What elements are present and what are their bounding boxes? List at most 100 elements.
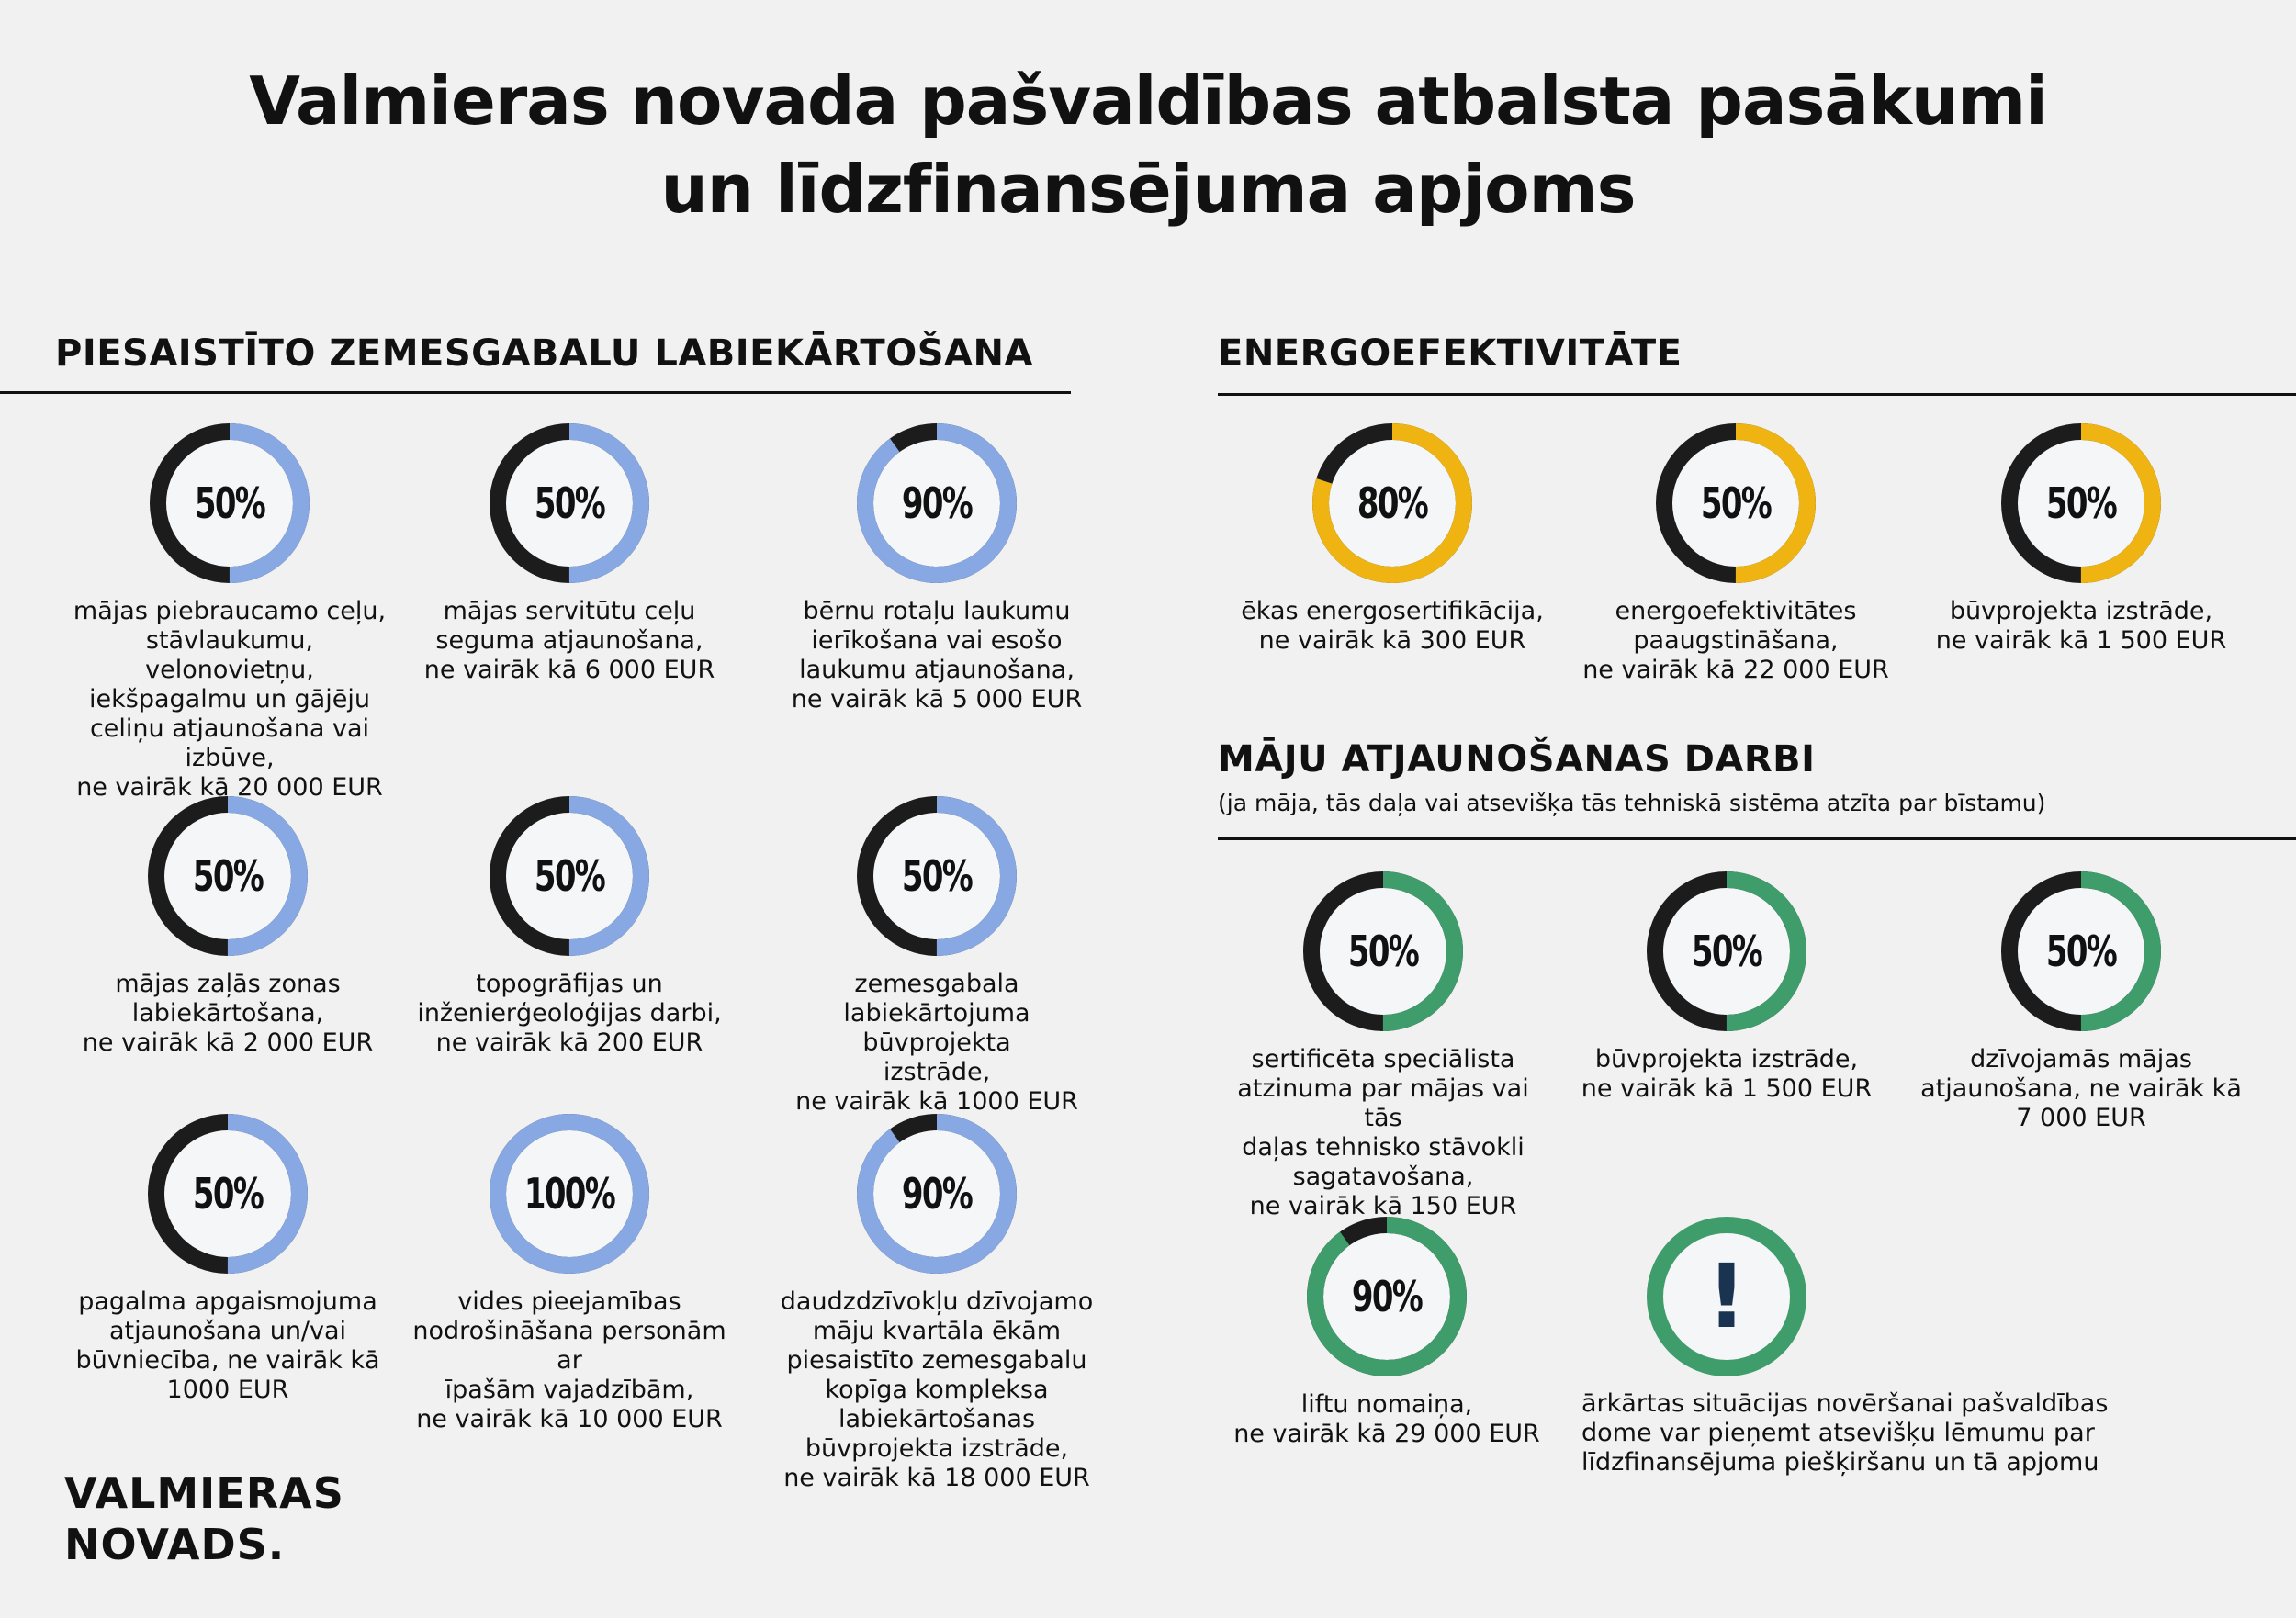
progress-ring-fill <box>2001 871 2161 1031</box>
progress-ring-graphic <box>2001 423 2161 583</box>
progress-ring: 50% <box>1998 421 2164 586</box>
energy-item: 80% ēkas energosertifikācija, ne vairāk k… <box>1227 421 1558 656</box>
item-description: būvprojekta izstrāde, ne vairāk kā 1 500… <box>1581 1045 1873 1103</box>
progress-ring-graphic <box>1647 871 1806 1031</box>
item-description: sertificēta speciālista atzinuma par māj… <box>1237 1045 1529 1220</box>
progress-ring: 90% <box>1304 1214 1469 1379</box>
renovation-item: 50% sertificēta speciālista atzinuma par … <box>1218 869 1548 1221</box>
item-description: mājas zaļās zonas labiekārtošana, ne vai… <box>82 970 374 1057</box>
item-description: vides pieejamības nodrošināšana personām… <box>412 1287 726 1433</box>
left-item: 90% daudzdzīvokļu dzīvojamo māju kvartāla… <box>771 1111 1102 1493</box>
left-item: 50% mājas servitūtu ceļu seguma atjaunoša… <box>404 421 735 685</box>
progress-ring: 50% <box>147 421 312 586</box>
progress-ring: 50% <box>145 793 310 959</box>
percentage-label: 50% <box>192 1169 264 1219</box>
item-description: liftu nomaiņa, ne vairāk kā 29 000 EUR <box>1233 1390 1540 1448</box>
progress-ring-fill <box>1303 871 1463 1031</box>
progress-ring-graphic <box>148 1114 308 1274</box>
renovation-item: 50% būvprojekta izstrāde, ne vairāk kā 1 … <box>1561 869 1892 1104</box>
progress-ring-fill <box>490 796 649 956</box>
left-item: 90% bērnu rotaļu laukumu ierīkošana vai e… <box>771 421 1102 714</box>
progress-ring-graphic <box>148 796 308 956</box>
progress-ring: 50% <box>1653 421 1818 586</box>
progress-ring-graphic <box>1312 423 1472 583</box>
percentage-label: 90% <box>1351 1272 1424 1321</box>
section-subheading-renovation: (ja māja, tās daļa vai atsevišķa tās teh… <box>1218 790 2046 816</box>
progress-ring: 50% <box>487 421 652 586</box>
left-item: 50% mājas zaļās zonas labiekārtošana, ne … <box>62 793 393 1058</box>
left-item: 50% mājas piebraucamo ceļu, stāvlaukumu, … <box>64 421 395 803</box>
section-divider-energy <box>1218 393 2296 396</box>
percentage-label: 50% <box>901 851 974 901</box>
alert-ring-graphic <box>1647 1217 1806 1376</box>
progress-ring: 80% <box>1310 421 1475 586</box>
energy-item: 50% energoefektivitātes paaugstināšana, n… <box>1570 421 1901 685</box>
valmieras-novads-logo: VALMIERAS NOVADS. <box>64 1468 344 1569</box>
section-heading-renovation: MĀJU ATJAUNOŠANAS DARBI <box>1218 738 1816 781</box>
item-description: ēkas energosertifikācija, ne vairāk kā 3… <box>1241 597 1544 655</box>
progress-ring: 50% <box>854 793 1019 959</box>
page-title-line2: un līdzfinansējuma apjoms <box>660 151 1637 228</box>
percentage-label: 50% <box>1347 927 1420 976</box>
progress-ring-fill <box>857 1114 1017 1274</box>
progress-ring-fill <box>1656 423 1816 583</box>
progress-ring-fill <box>150 423 310 583</box>
item-description: bērnu rotaļu laukumu ierīkošana vai esoš… <box>791 597 1083 713</box>
percentage-label: 90% <box>901 1169 974 1219</box>
item-description: mājas servitūtu ceļu seguma atjaunošana,… <box>423 597 715 684</box>
left-item: 50% pagalma apgaismojuma atjaunošana un/v… <box>62 1111 393 1405</box>
section-heading-land: PIESAISTĪTO ZEMESGABALU LABIEKĀRTOŠANA <box>55 332 1033 375</box>
progress-ring-fill <box>148 796 308 956</box>
percentage-label: 50% <box>1691 927 1763 976</box>
progress-ring-graphic <box>150 423 310 583</box>
percentage-label: 80% <box>1356 478 1429 528</box>
alert-ring: ! <box>1644 1214 1809 1379</box>
progress-ring: 50% <box>145 1111 310 1276</box>
progress-ring-graphic <box>857 796 1017 956</box>
item-description: zemesgabala labiekārtojuma būvprojekta i… <box>795 970 1078 1116</box>
progress-ring: 50% <box>1998 869 2164 1034</box>
progress-ring: 90% <box>854 421 1019 586</box>
progress-ring-graphic <box>490 796 649 956</box>
item-description: dzīvojamās mājas atjaunošana, ne vairāk … <box>1920 1045 2242 1132</box>
percentage-label: 50% <box>192 851 264 901</box>
alert-description: ārkārtas situācijas novēršanai pašvaldīb… <box>1581 1389 2109 1477</box>
percentage-label: 50% <box>534 851 606 901</box>
item-description: būvprojekta izstrāde, ne vairāk kā 1 500… <box>1935 597 2227 655</box>
progress-ring: 100% <box>487 1111 652 1276</box>
section-divider-land <box>0 391 1071 394</box>
progress-ring: 50% <box>1300 869 1466 1034</box>
progress-ring-graphic <box>490 423 649 583</box>
percentage-label: 50% <box>1700 478 1773 528</box>
progress-ring-fill <box>1307 1217 1467 1376</box>
item-description: daudzdzīvokļu dzīvojamo māju kvartāla ēk… <box>780 1287 1094 1492</box>
percentage-label: 50% <box>2045 478 2118 528</box>
renovation-item: 50% dzīvojamās mājas atjaunošana, ne vair… <box>1916 869 2246 1133</box>
page-title: Valmieras novada pašvaldības atbalsta pa… <box>0 57 2296 233</box>
progress-ring-fill <box>2001 423 2161 583</box>
renovation-item: 90% liftu nomaiņa, ne vairāk kā 29 000 EU… <box>1221 1214 1552 1449</box>
progress-ring: 90% <box>854 1111 1019 1276</box>
progress-ring: 50% <box>1644 869 1809 1034</box>
progress-ring-fill <box>490 423 649 583</box>
left-item: 50% zemesgabala labiekārtojuma būvprojekt… <box>771 793 1102 1117</box>
page-title-line1: Valmieras novada pašvaldības atbalsta pa… <box>249 62 2048 140</box>
progress-ring-graphic <box>1656 423 1816 583</box>
item-description: pagalma apgaismojuma atjaunošana un/vai … <box>75 1287 380 1404</box>
item-description: topogrāfijas un inženierģeoloģijas darbi… <box>417 970 722 1057</box>
percentage-label: 50% <box>194 478 266 528</box>
progress-ring-graphic <box>1307 1217 1467 1376</box>
progress-ring-fill <box>857 796 1017 956</box>
progress-ring-graphic <box>857 1114 1017 1274</box>
progress-ring-fill <box>1312 423 1472 583</box>
progress-ring-fill <box>857 423 1017 583</box>
percentage-label: 50% <box>534 478 606 528</box>
progress-ring-graphic <box>2001 871 2161 1031</box>
alert-ring-circle <box>1647 1217 1806 1376</box>
progress-ring-graphic <box>490 1114 649 1274</box>
progress-ring-graphic <box>1303 871 1463 1031</box>
exclamation-icon: ! <box>1706 1245 1747 1348</box>
progress-ring: 50% <box>487 793 652 959</box>
alert-item: ! <box>1644 1214 1809 1379</box>
progress-ring-graphic <box>857 423 1017 583</box>
